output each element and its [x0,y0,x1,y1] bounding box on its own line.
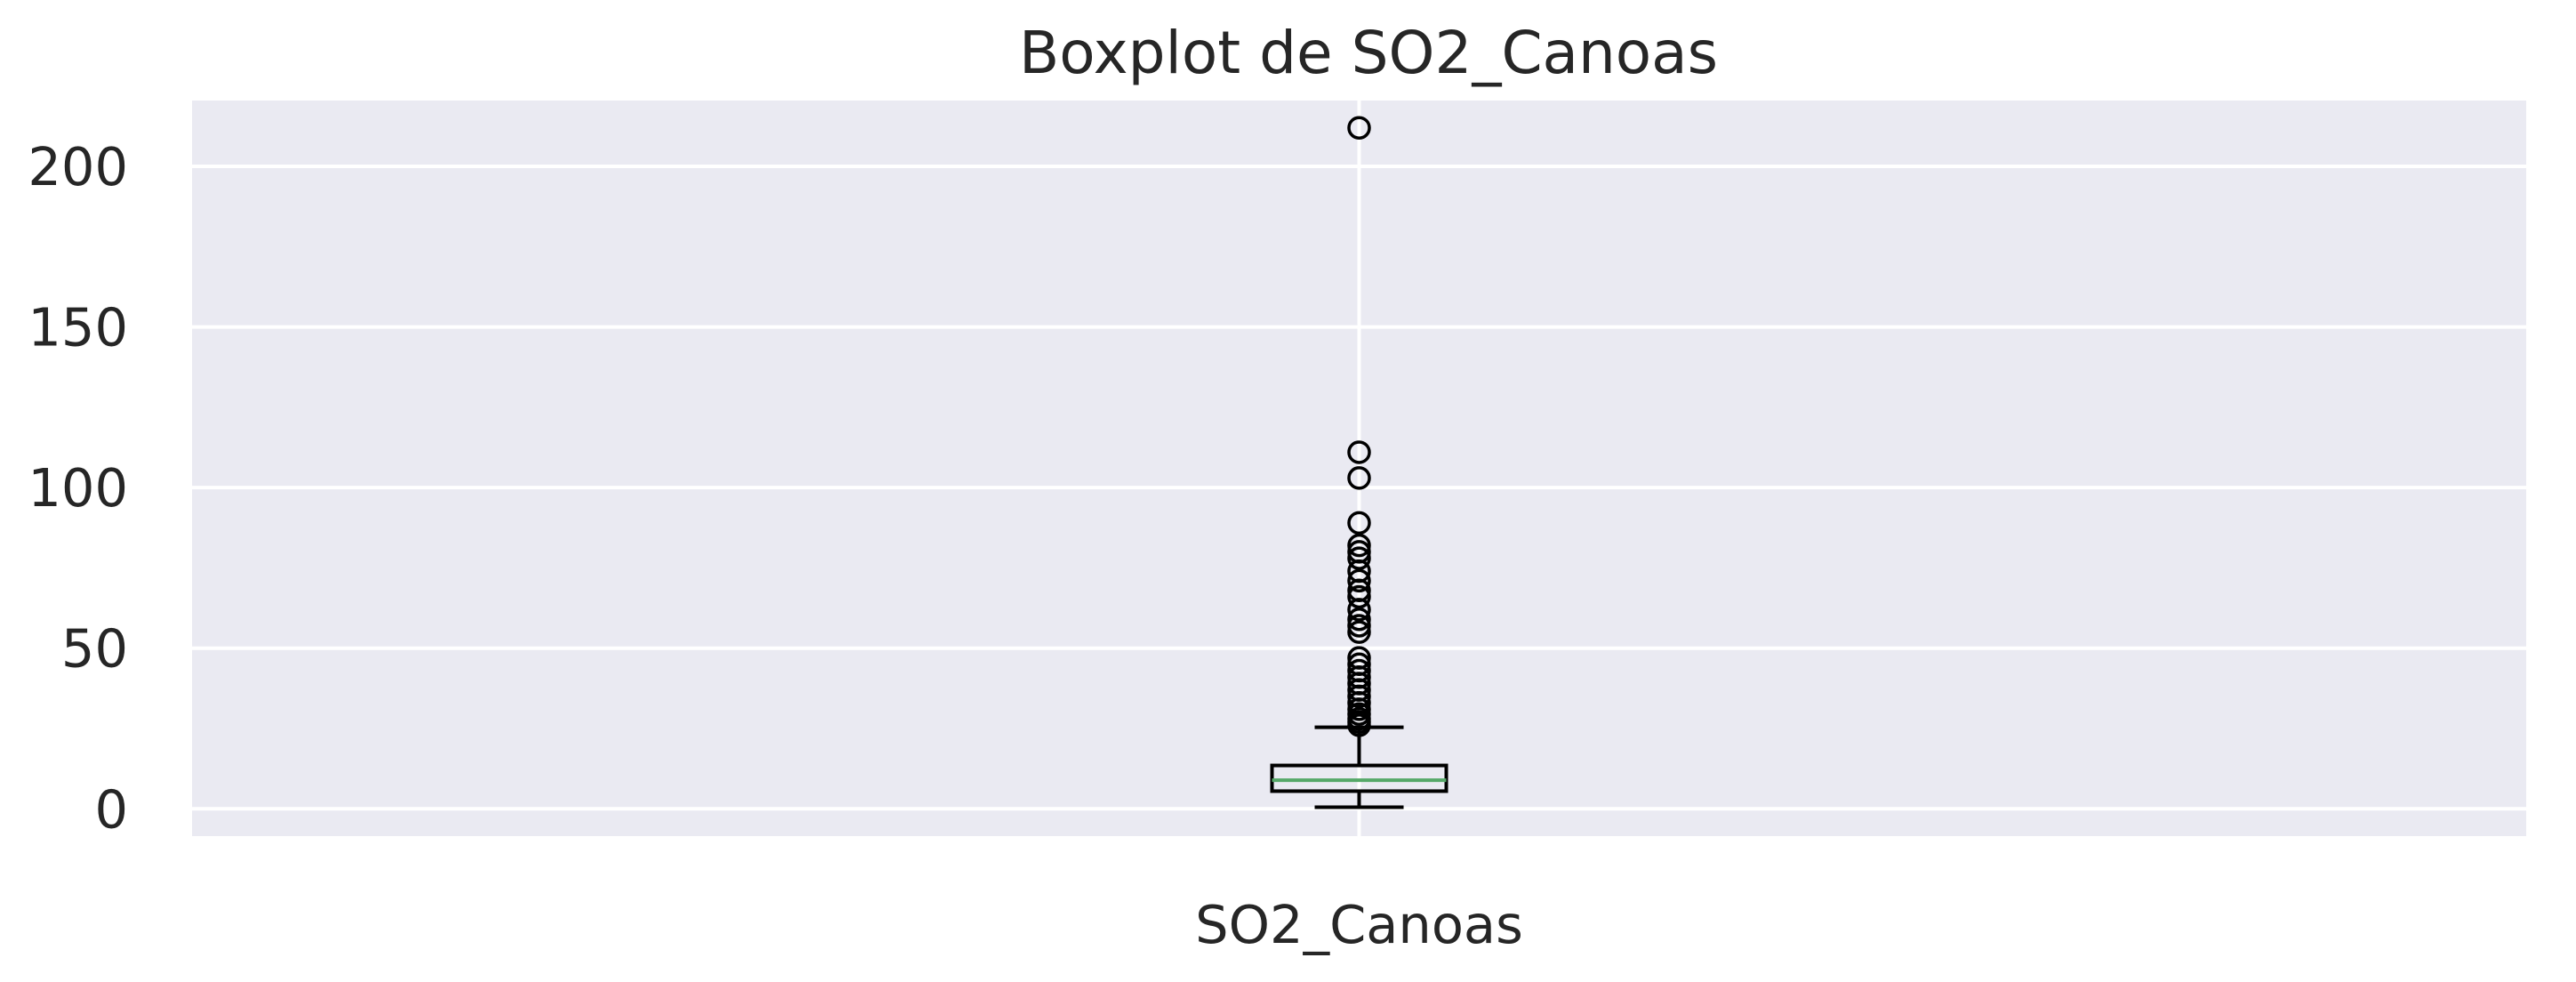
outlier-point [1347,598,1371,622]
x-tick-label: SO2_Canoas [1195,894,1523,955]
outlier-points [1347,116,1371,737]
y-tick-label: 200 [28,136,128,197]
y-tick-label: 50 [61,618,128,680]
outlier-point [1347,533,1371,558]
outlier-point [1347,620,1371,644]
outlier-point [1347,614,1371,638]
box-group [1270,725,1448,809]
x-axis-ticks: SO2_Canoas [1195,894,1523,955]
box-iqr [1270,763,1448,793]
y-tick-label: 150 [28,297,128,358]
outlier-point [1347,440,1371,464]
outlier-point [1347,546,1371,570]
chart-title: Boxplot de SO2_Canoas [1019,19,1718,87]
outlier-point [1347,713,1371,737]
outlier-point [1347,684,1371,709]
outlier-point [1347,511,1371,535]
y-tick-label: 100 [28,457,128,519]
y-tick-label: 0 [94,778,128,840]
outlier-point [1347,568,1371,593]
outlier-point [1347,466,1371,490]
outlier-point [1347,607,1371,632]
outlier-point [1347,584,1371,609]
outlier-point [1347,116,1371,140]
y-axis-ticks: 0 50 100 150 200 [28,136,128,840]
